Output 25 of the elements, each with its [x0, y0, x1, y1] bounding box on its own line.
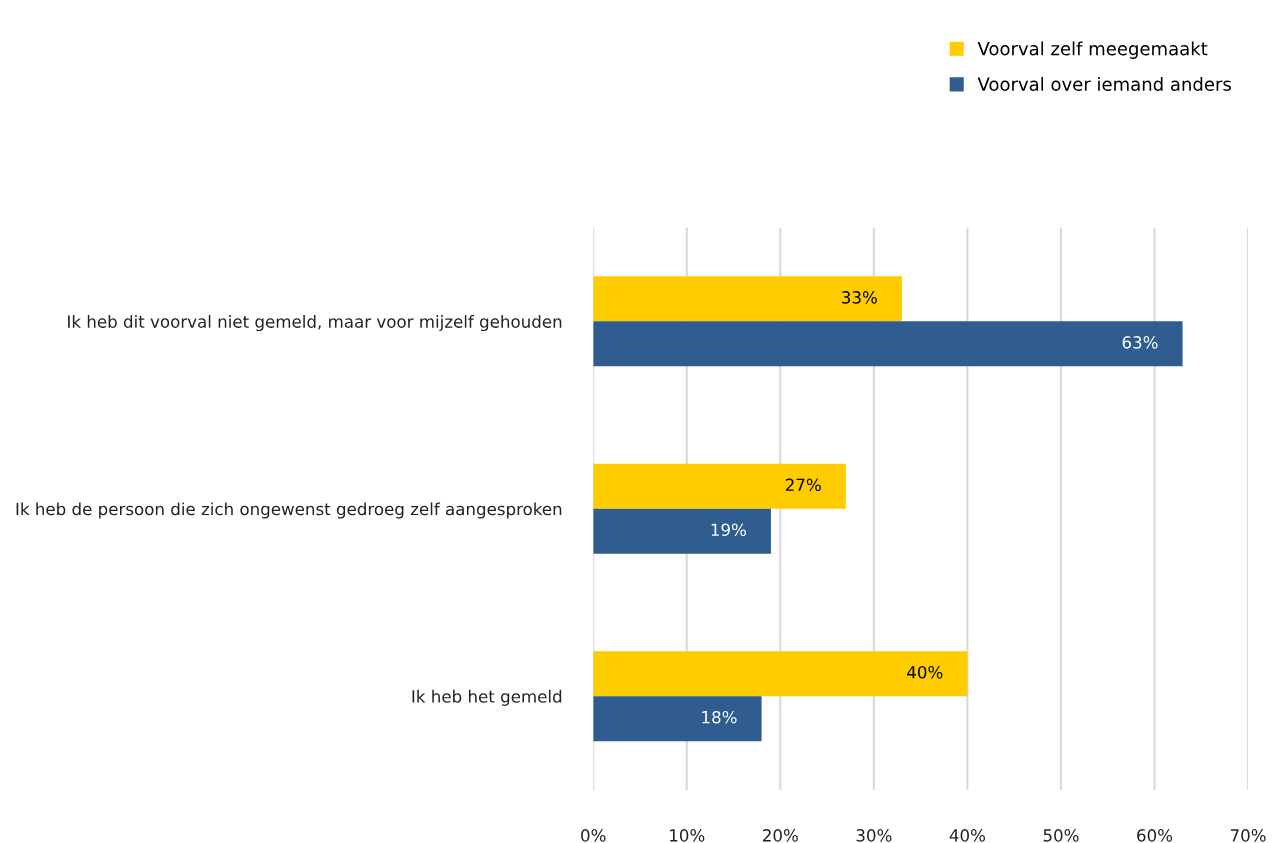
bar: [593, 651, 968, 697]
x-tick-label: 60%: [1137, 829, 1173, 842]
data-label: 27%: [785, 478, 821, 492]
data-label: 33%: [842, 291, 877, 304]
legend-label: Voorval over iemand anders: [977, 76, 1231, 91]
x-tick-label: 50%: [1043, 829, 1079, 842]
bar: [593, 276, 902, 322]
x-tick-label: 30%: [856, 829, 892, 842]
legend-label: Voorval zelf meegemaakt: [977, 41, 1208, 59]
data-label: 19%: [711, 523, 746, 537]
y-tick-label: Ik heb de persoon die zich ongewenst gedroeg zelf aangesproken: [16, 502, 562, 519]
bar: [593, 321, 1183, 367]
data-label: 40%: [907, 665, 943, 679]
bar: [593, 508, 771, 554]
x-tick-label: 0%: [581, 829, 606, 842]
x-tick-label: 70%: [1230, 829, 1266, 842]
bar: [593, 696, 762, 742]
data-label: 63%: [1122, 336, 1158, 349]
y-tick-label: Ik heb het gemeld: [412, 689, 562, 706]
y-tick-label: Ik heb dit voorval niet gemeld, maar voor mijzelf gehouden: [68, 314, 562, 332]
x-tick-label: 40%: [949, 829, 985, 842]
x-tick-label: 10%: [670, 829, 705, 842]
x-tick-label: 20%: [763, 829, 798, 842]
data-label: 18%: [702, 710, 737, 724]
bar: [593, 463, 846, 509]
